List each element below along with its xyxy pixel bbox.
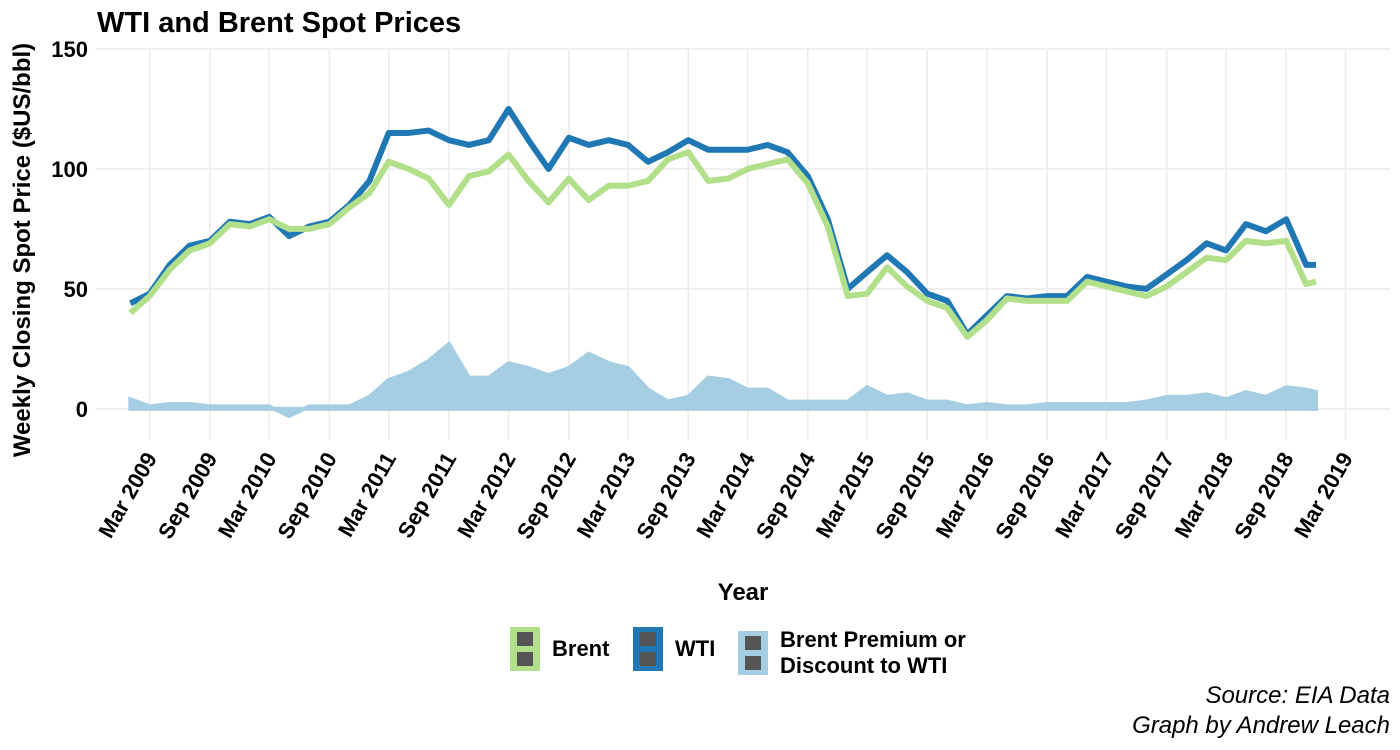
x-tick-label: Sep 2012 xyxy=(512,448,581,543)
legend-key xyxy=(633,627,663,671)
chart-title: WTI and Brent Spot Prices xyxy=(97,7,461,39)
y-tick-label: 0 xyxy=(76,397,88,422)
line xyxy=(129,105,1316,338)
legend-key xyxy=(738,631,768,675)
x-tick-label: Mar 2014 xyxy=(691,447,760,542)
x-tick-label: Mar 2019 xyxy=(1289,448,1358,542)
x-tick-label: Mar 2017 xyxy=(1050,448,1119,542)
x-tick-label: Sep 2015 xyxy=(870,448,939,543)
credit: Graph by Andrew Leach xyxy=(1132,712,1390,739)
x-tick-label: Mar 2011 xyxy=(333,448,401,541)
x-tick-label: Mar 2009 xyxy=(93,448,162,542)
x-tick-label: Mar 2010 xyxy=(213,448,282,542)
x-tick-label: Sep 2009 xyxy=(153,448,222,543)
legend-item: Brent Premium or Discount to WTI xyxy=(738,627,1010,679)
x-tick-label: Mar 2015 xyxy=(811,448,880,542)
y-tick-label: 50 xyxy=(64,277,88,302)
x-tick-label: Mar 2013 xyxy=(572,448,641,542)
x-tick-label: Sep 2018 xyxy=(1229,448,1298,543)
legend-item: WTI xyxy=(633,627,715,671)
x-tick-label: Sep 2016 xyxy=(990,448,1059,543)
x-tick-label: Sep 2011 xyxy=(393,448,462,542)
source: Source: EIA Data xyxy=(1205,682,1390,709)
x-axis-title: Year xyxy=(718,579,769,606)
x-tick-label: Sep 2010 xyxy=(272,448,341,543)
x-tick-label: Mar 2012 xyxy=(452,448,521,542)
legend-item: Brent xyxy=(510,627,609,671)
legend-label: WTI xyxy=(675,636,716,661)
x-tick-label: Sep 2017 xyxy=(1110,448,1179,543)
y-axis-title: Weekly Closing Spot Price ($US/bbl) xyxy=(9,43,36,457)
y-tick-label: 100 xyxy=(51,157,88,182)
legend-key xyxy=(510,627,540,671)
y-tick-label: 150 xyxy=(51,37,88,62)
x-tick-label: Sep 2013 xyxy=(631,448,700,543)
line xyxy=(128,149,1317,340)
x-tick-label: Mar 2018 xyxy=(1170,448,1239,542)
legend-label: Brent xyxy=(552,636,610,661)
legend-label: Brent Premium or Discount to WTI xyxy=(780,627,966,678)
area xyxy=(128,341,1318,419)
x-tick-label: Mar 2016 xyxy=(931,448,1000,542)
grid xyxy=(95,48,1390,440)
